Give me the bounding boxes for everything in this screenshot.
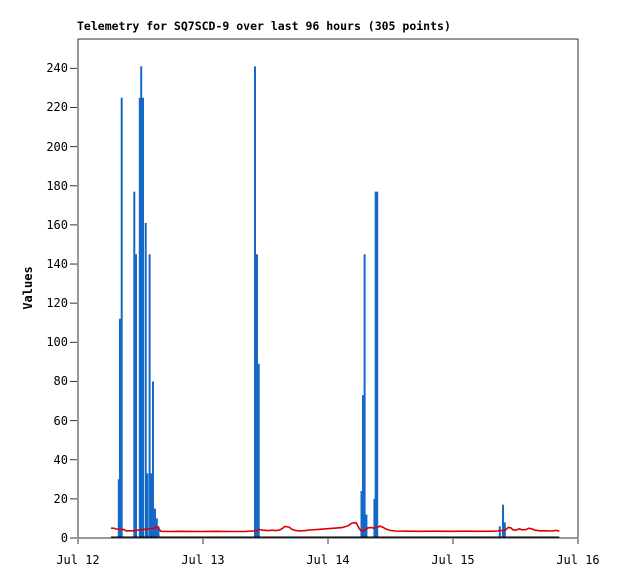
y-tick-label: 180 (46, 178, 68, 193)
y-tick-label: 100 (46, 335, 68, 350)
y-tick-label: 140 (46, 257, 68, 272)
y-tick-label: 220 (46, 100, 68, 115)
red-channel-line (111, 521, 560, 533)
y-tick-label: 160 (46, 217, 68, 232)
y-tick-label: 200 (46, 139, 68, 154)
y-tick-label: 0 (60, 531, 68, 545)
x-tick-label: Jul 16 (556, 553, 600, 567)
y-tick-label: 240 (46, 61, 68, 76)
x-tick-label: Jul 12 (56, 553, 100, 567)
y-tick-label: 20 (53, 491, 68, 506)
y-tick-label: 80 (53, 374, 68, 389)
x-tick-label: Jul 15 (431, 553, 475, 567)
y-tick-label: 40 (53, 452, 68, 467)
x-tick-label: Jul 14 (306, 553, 350, 567)
y-tick-label: 120 (46, 296, 68, 311)
chart-title: Telemetry for SQ7SCD-9 over last 96 hour… (77, 19, 451, 33)
y-tick-label: 60 (53, 413, 68, 428)
x-tick-label: Jul 13 (181, 553, 225, 567)
plot-border (77, 38, 579, 539)
